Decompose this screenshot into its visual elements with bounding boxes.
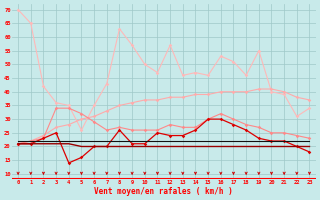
X-axis label: Vent moyen/en rafales ( km/h ): Vent moyen/en rafales ( km/h ) (94, 187, 233, 196)
